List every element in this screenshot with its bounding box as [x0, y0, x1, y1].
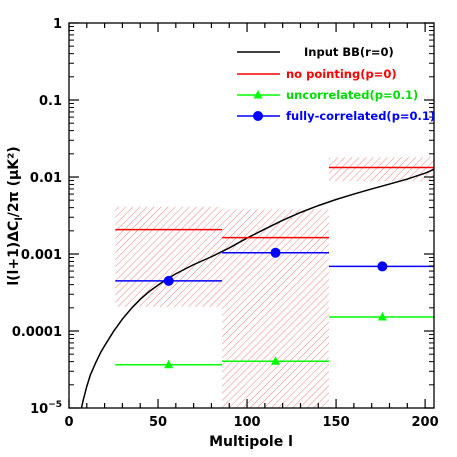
x-axis-title: Multipole l	[209, 434, 293, 450]
y-tick-label: 0.01	[30, 171, 62, 186]
error-band-bin-3	[328, 157, 434, 182]
error-band-bin-2	[222, 209, 329, 408]
series-2-point-1	[164, 359, 174, 369]
y-tick-label: 10−5	[30, 400, 62, 417]
y-tick-label-base: 0.01	[30, 171, 62, 186]
legend: Input BB(r=0) no pointing(p=0) uncorrelate…	[237, 45, 435, 123]
y-tick-label: 0.001	[21, 248, 62, 263]
x-tick-label: 150	[323, 415, 350, 430]
y-tick-label-base: 10	[30, 402, 48, 417]
x-tick-label: 100	[233, 415, 260, 430]
series-3-point-1	[163, 275, 174, 286]
x-tick-label: 50	[149, 415, 167, 430]
plot-frame	[68, 22, 435, 409]
axis-ticks	[68, 22, 434, 409]
series-2-point-2	[271, 356, 281, 365]
series-3-point-2	[270, 247, 281, 258]
series-3-point-3	[377, 261, 388, 272]
tick-labels: 0 50 100 150 200 1 0.1 0.01 0.001 0.0001 10−5	[12, 17, 439, 430]
y-axis-title-tail: /2π (μK²)	[6, 146, 22, 217]
x-tick-label: 0	[64, 415, 73, 430]
legend-marker-3	[253, 90, 263, 99]
y-axis-title-subscript: l	[14, 217, 25, 220]
y-tick-label-base: 0.0001	[12, 325, 62, 340]
series-line-input-bb	[80, 168, 434, 408]
y-tick-label: 0.0001	[12, 325, 62, 340]
legend-marker-4	[253, 111, 263, 121]
y-tick-label-base: 1	[53, 17, 62, 32]
series-2-point-3	[377, 311, 387, 321]
y-tick-label-base: 0.1	[39, 94, 62, 109]
legend-label-3: uncorrelated(p=0.1)	[286, 88, 418, 102]
y-axis-title-main: l(l+1)ΔC	[6, 221, 22, 286]
x-tick-label: 200	[412, 415, 439, 430]
y-tick-label: 0.1	[39, 94, 62, 109]
legend-label-2: no pointing(p=0)	[286, 67, 397, 81]
series-layer	[80, 166, 434, 408]
y-axis-title: l(l+1)ΔCl/2π (μK²)	[6, 146, 25, 285]
y-tick-label-exponent: −5	[48, 400, 62, 410]
y-tick-label: 1	[53, 17, 62, 32]
legend-label-1: Input BB(r=0)	[304, 45, 394, 59]
y-tick-label-base: 0.001	[21, 248, 62, 263]
legend-label-4: fully-correlated(p=0.1)	[286, 109, 435, 123]
error-band-bin-1	[115, 206, 223, 307]
